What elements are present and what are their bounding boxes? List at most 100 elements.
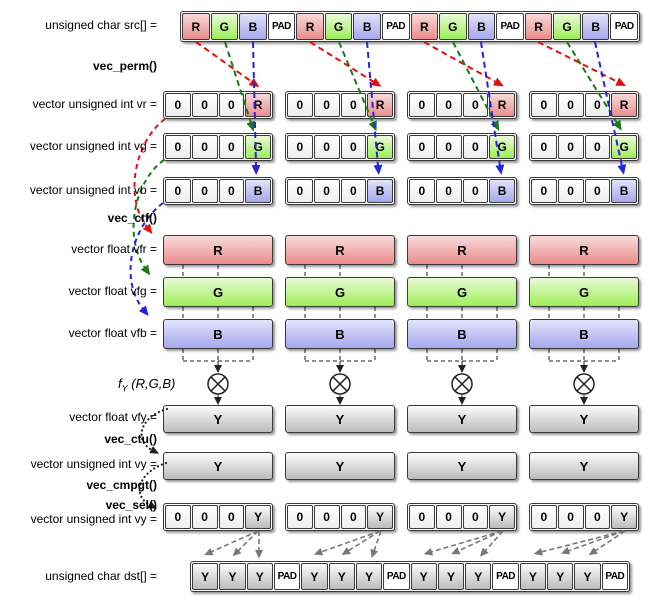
dst-cell-y: Y xyxy=(328,563,355,590)
vr-cell-zero: 0 xyxy=(584,93,611,117)
dst-cell-y: Y xyxy=(547,563,574,590)
vr-cell-zero: 0 xyxy=(435,93,462,117)
label-src: unsigned char src[] = xyxy=(45,18,157,32)
vfb-bar: B xyxy=(163,319,273,349)
vy-cell-zero: 0 xyxy=(313,505,340,529)
vfr-bar: R xyxy=(529,235,639,265)
vb-cell-zero: 0 xyxy=(287,179,313,203)
ctu-curve xyxy=(140,407,169,454)
vy-selected-group1: 0 0 0 Y xyxy=(163,503,273,531)
dst-cell-y: Y xyxy=(355,563,383,590)
vfg-bar: G xyxy=(529,277,639,307)
vy-cell-zero: 0 xyxy=(531,505,557,529)
dst-cell-y: Y xyxy=(574,563,601,590)
label-vg: vector unsigned int vg = xyxy=(29,139,157,153)
vr-cell-zero: 0 xyxy=(165,93,191,117)
label-vec-ctu: vec_ctu() xyxy=(104,432,157,446)
src-cell-b: B xyxy=(581,13,610,40)
vr-cell-zero: 0 xyxy=(531,93,557,117)
dst-cell-y: Y xyxy=(219,563,246,590)
vb-cell-zero: 0 xyxy=(313,179,340,203)
store-arrows-group4 xyxy=(533,530,626,556)
vg-vector-group4: 0 0 0 G xyxy=(529,133,639,161)
multiply-operator-icon xyxy=(573,373,595,395)
vfb-bar: B xyxy=(285,319,395,349)
vg-vector-group1: 0 0 0 G xyxy=(163,133,273,161)
vb-vector-group1: 0 0 0 B xyxy=(163,177,273,205)
vy-bar: Y xyxy=(529,452,639,480)
vb-cell-zero: 0 xyxy=(435,179,462,203)
src-cell-g: G xyxy=(553,13,581,40)
label-vec-cmpgt: vec_cmpgt() xyxy=(86,478,157,492)
dst-cell-y: Y xyxy=(410,563,437,590)
src-cell-b: B xyxy=(239,13,267,40)
vy-cell-y: Y xyxy=(367,505,393,529)
fy-input-bracket-group1 xyxy=(182,265,254,405)
fy-input-bracket-group3 xyxy=(426,265,498,405)
vb-cell-zero: 0 xyxy=(557,179,584,203)
src-cell-b: B xyxy=(467,13,496,40)
vg-cell-zero: 0 xyxy=(287,135,313,159)
vfb-bar: B xyxy=(407,319,517,349)
fy-input-bracket-group4 xyxy=(548,265,620,405)
vy-cell-zero: 0 xyxy=(409,505,435,529)
vfy-bar: Y xyxy=(163,405,273,433)
vfg-bar: G xyxy=(285,277,395,307)
src-cell-r: R xyxy=(524,13,553,40)
label-vfg: vector float vfg = xyxy=(68,284,157,298)
vr-cell-zero: 0 xyxy=(340,93,367,117)
vr-cell-zero: 0 xyxy=(287,93,313,117)
vb-cell-zero: 0 xyxy=(584,179,611,203)
vy-cell-zero: 0 xyxy=(287,505,313,529)
vg-cell-zero: 0 xyxy=(165,135,191,159)
ctf-curve-blue xyxy=(129,202,164,317)
vb-cell-b: B xyxy=(489,179,515,203)
vb-cell-zero: 0 xyxy=(531,179,557,203)
multiply-operator-icon xyxy=(329,373,351,395)
store-arrows-group2 xyxy=(313,530,382,559)
label-vfy: vector float vfy = xyxy=(69,410,157,424)
src-cell-g: G xyxy=(324,13,353,40)
vb-cell-zero: 0 xyxy=(409,179,435,203)
src-cell-r: R xyxy=(182,13,210,40)
dst-cell-pad: PAD xyxy=(273,563,301,590)
vg-cell-zero: 0 xyxy=(218,135,245,159)
src-cell-pad: PAD xyxy=(610,13,638,40)
label-vec-ctf: vec_ctf() xyxy=(107,211,157,225)
src-cell-r: R xyxy=(410,13,439,40)
vy-cell-y: Y xyxy=(245,505,271,529)
vy-bar: Y xyxy=(407,452,517,480)
dst-cell-pad: PAD xyxy=(492,563,519,590)
label-vfb: vector float vfb = xyxy=(68,326,157,340)
vr-cell-r: R xyxy=(367,93,393,117)
vy-bar: Y xyxy=(285,452,395,480)
src-cell-pad: PAD xyxy=(381,13,410,40)
vfy-bar: Y xyxy=(529,405,639,433)
src-cell-g: G xyxy=(210,13,239,40)
dst-cell-y: Y xyxy=(192,563,219,590)
vr-vector-group4: 0 0 0 R xyxy=(529,91,639,119)
vg-cell-zero: 0 xyxy=(409,135,435,159)
vfr-bar: R xyxy=(285,235,395,265)
vr-vector-group1: 0 0 0 R xyxy=(163,91,273,119)
label-vec-perm: vec_perm() xyxy=(92,59,157,73)
vfy-bar: Y xyxy=(407,405,517,433)
vr-cell-r: R xyxy=(611,93,637,117)
vy-cell-zero: 0 xyxy=(462,505,489,529)
vy-cell-zero: 0 xyxy=(191,505,218,529)
vy-cell-y: Y xyxy=(611,505,637,529)
vr-cell-zero: 0 xyxy=(462,93,489,117)
vy-cell-y: Y xyxy=(489,505,515,529)
vg-cell-zero: 0 xyxy=(340,135,367,159)
vy-cell-zero: 0 xyxy=(584,505,611,529)
store-arrows-group1 xyxy=(204,530,263,559)
src-cell-g: G xyxy=(439,13,467,40)
vfr-bar: R xyxy=(163,235,273,265)
label-vy: vector unsigned int vy = xyxy=(30,457,157,471)
sel-curve xyxy=(138,461,168,509)
perm-arrow-blue xyxy=(251,41,627,175)
vg-cell-g: G xyxy=(611,135,637,159)
multiply-operator-icon xyxy=(207,373,229,395)
vb-cell-b: B xyxy=(245,179,271,203)
